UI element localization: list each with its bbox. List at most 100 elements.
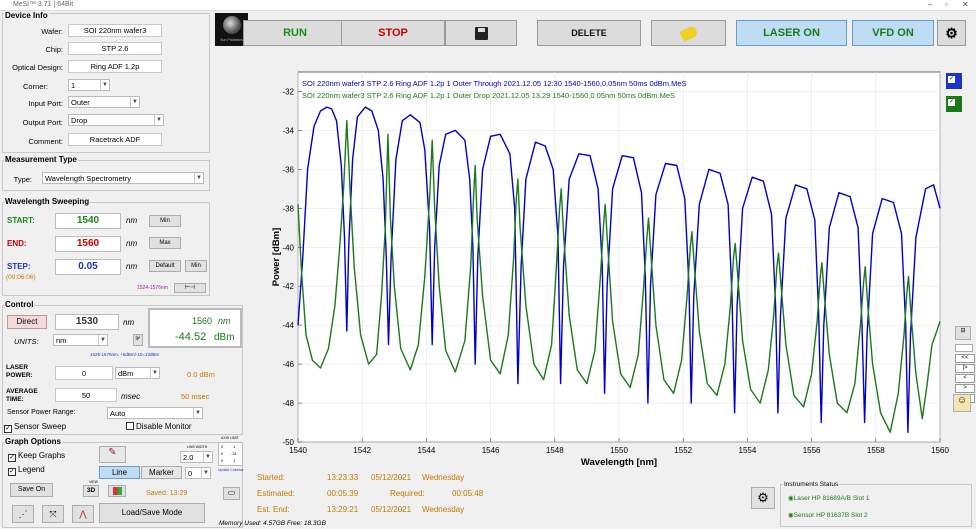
axis-limit-table[interactable]: 0 1 0 -31 0 1 [218, 442, 243, 466]
comment-field[interactable]: Racetrack ADF [68, 133, 162, 146]
laser-power-unit: dBm [118, 369, 134, 378]
spectrum-chart[interactable]: 1540 1542 1544 1546 1548 1550 1552 1554 1556 1558… [270, 60, 960, 475]
axis-val: 0 [221, 444, 224, 449]
y-tick-label: -40 [282, 243, 294, 252]
avg-time-input[interactable]: 50 [55, 388, 117, 402]
check-icon: ✓ [8, 468, 16, 476]
legend-label: Legend [18, 465, 45, 474]
chip-field[interactable]: STP 2.6 [68, 42, 162, 55]
marker-size-value: 0 [188, 469, 193, 478]
direct-button[interactable]: Direct [7, 315, 47, 329]
export-icon[interactable]: ⊟ [955, 326, 971, 340]
input-port-select[interactable]: Outer ▼ [68, 96, 140, 108]
sensor-sweep-checkbox[interactable]: ✓ Sensor Sweep [4, 422, 66, 433]
through-color-swatch[interactable]: ✓ [946, 73, 962, 89]
est-end-label: Est. End: [257, 505, 290, 514]
colormap-button[interactable] [108, 485, 126, 497]
device-info-group [2, 13, 210, 153]
step-input[interactable]: 0.05 [55, 259, 121, 275]
measurement-type-select[interactable]: Wavelength Spectrometry ▼ [42, 172, 204, 184]
units-apply-button[interactable]: ⊮ [133, 334, 143, 346]
est-end-date: 05/12/2021 [371, 505, 412, 514]
minimize-button[interactable]: – [928, 0, 933, 9]
avg-time-unit: msec [121, 392, 141, 401]
keep-graphs-checkbox[interactable]: ✓ Keep Graphs [8, 451, 65, 462]
power-readout: 1560 nm -44.52 dBm [148, 308, 242, 348]
output-port-select[interactable]: Drop ▼ [68, 114, 164, 126]
optical-design-field[interactable]: Ring ADF 1.2p [68, 60, 162, 73]
nav-last-button[interactable]: |> [955, 364, 975, 373]
step-min-button[interactable]: Min [185, 260, 207, 272]
comment-label: Comment: [28, 137, 63, 146]
company-logo: Sun Photonics [215, 13, 248, 46]
save-disk-button[interactable] [445, 20, 517, 46]
y-tick-label: -34 [282, 126, 294, 135]
peak-plot-icon[interactable]: ⋀ [72, 505, 94, 523]
corner-select[interactable]: 1 ▼ [68, 79, 110, 91]
laser-on-button[interactable]: LASER ON [736, 20, 847, 46]
load-save-mode-button[interactable]: Load/Save Mode [99, 503, 205, 523]
view-3d-button[interactable]: 3D [83, 485, 99, 497]
started-day: Wednesday [422, 473, 465, 482]
avg-time-label: AVERAGE TIME: [6, 388, 38, 403]
end-input[interactable]: 1560 [55, 236, 121, 252]
chart-style-button[interactable]: ✎ [99, 446, 126, 463]
close-button[interactable]: ✕ [962, 0, 969, 9]
marker-mode-button[interactable]: Marker [141, 466, 182, 479]
legend-checkbox[interactable]: ✓ Legend [8, 465, 45, 476]
start-label: START: [7, 216, 35, 225]
sensor-range-select[interactable]: Auto ▼ [107, 407, 203, 419]
range-reset-button[interactable]: ⊢⊣ [174, 283, 206, 293]
sensor-sweep-label: Sensor Sweep [14, 422, 67, 431]
line-mode-button[interactable]: Line [99, 466, 140, 479]
vfd-on-button[interactable]: VFD ON [852, 20, 934, 46]
wafer-field[interactable]: SOI 220nm wafer3 [68, 24, 162, 37]
nav-next-button[interactable]: > [955, 384, 975, 393]
measurement-type-title: Measurement Type [4, 155, 78, 164]
sweep-title: Wavelength Sweeping [4, 197, 91, 206]
measurement-type-group [2, 160, 210, 191]
laser-power-unit-select[interactable]: dBm ▼ [115, 367, 160, 379]
update-colorbar-link[interactable]: Update Colorbar [218, 468, 244, 472]
disable-monitor-checkbox[interactable]: Disable Monitor [126, 422, 192, 431]
laser-power-input[interactable]: 0 [55, 366, 113, 380]
direct-wavelength-input[interactable]: 1530 [55, 314, 119, 330]
x-tick-label: 1542 [353, 446, 371, 455]
delete-button[interactable]: DELETE [537, 20, 641, 46]
start-input[interactable]: 1540 [55, 213, 121, 229]
max-button[interactable]: Max [149, 237, 181, 249]
stop-button[interactable]: STOP [341, 20, 445, 46]
check-icon: ✓ [948, 99, 955, 106]
scatter-plot-icon[interactable]: ⋰ [12, 505, 34, 523]
x-tick-label: 1554 [739, 446, 757, 455]
nav-prev-button[interactable]: < [955, 374, 975, 383]
save-on-button[interactable]: Save On [10, 483, 53, 497]
drop-color-swatch[interactable]: ✓ [946, 96, 962, 112]
marker-size-select[interactable]: 0 ▼ [185, 467, 211, 479]
check-icon: ✓ [948, 76, 955, 83]
maximize-button[interactable]: ▫ [945, 0, 948, 9]
estimated-value: 00:05:39 [327, 489, 359, 498]
nav-input[interactable] [955, 344, 973, 352]
min-button[interactable]: Min [149, 215, 181, 227]
control-title: Control [4, 300, 35, 309]
readout-power-unit: dBm [214, 332, 235, 343]
run-button[interactable]: RUN [243, 20, 347, 46]
person-icon[interactable]: ☺ [953, 394, 971, 412]
chart-edit-icon: ✎ [108, 447, 117, 458]
settings-button[interactable]: ⚙ [937, 20, 966, 46]
transform-plot-icon[interactable]: ⤧ [42, 505, 64, 523]
line-width-select[interactable]: 2.0 ▼ [180, 451, 213, 463]
instrument-laser-label: Laser HP 81689A/B Slot 1 [793, 495, 870, 502]
measurement-type-value: Wavelength Spectrometry [45, 174, 132, 183]
default-button[interactable]: Default [149, 260, 181, 272]
y-tick-label: -36 [282, 165, 294, 174]
chat-icon[interactable]: ▭ [223, 487, 240, 500]
x-tick-label: 1544 [418, 446, 436, 455]
sweep-group [2, 202, 210, 296]
instruments-gear-icon[interactable]: ⚙ [751, 487, 775, 509]
check-icon: ✓ [8, 454, 16, 462]
nav-first-button[interactable]: << [955, 354, 975, 363]
units-select[interactable]: nm ▼ [53, 334, 108, 346]
tag-button[interactable] [651, 20, 726, 46]
